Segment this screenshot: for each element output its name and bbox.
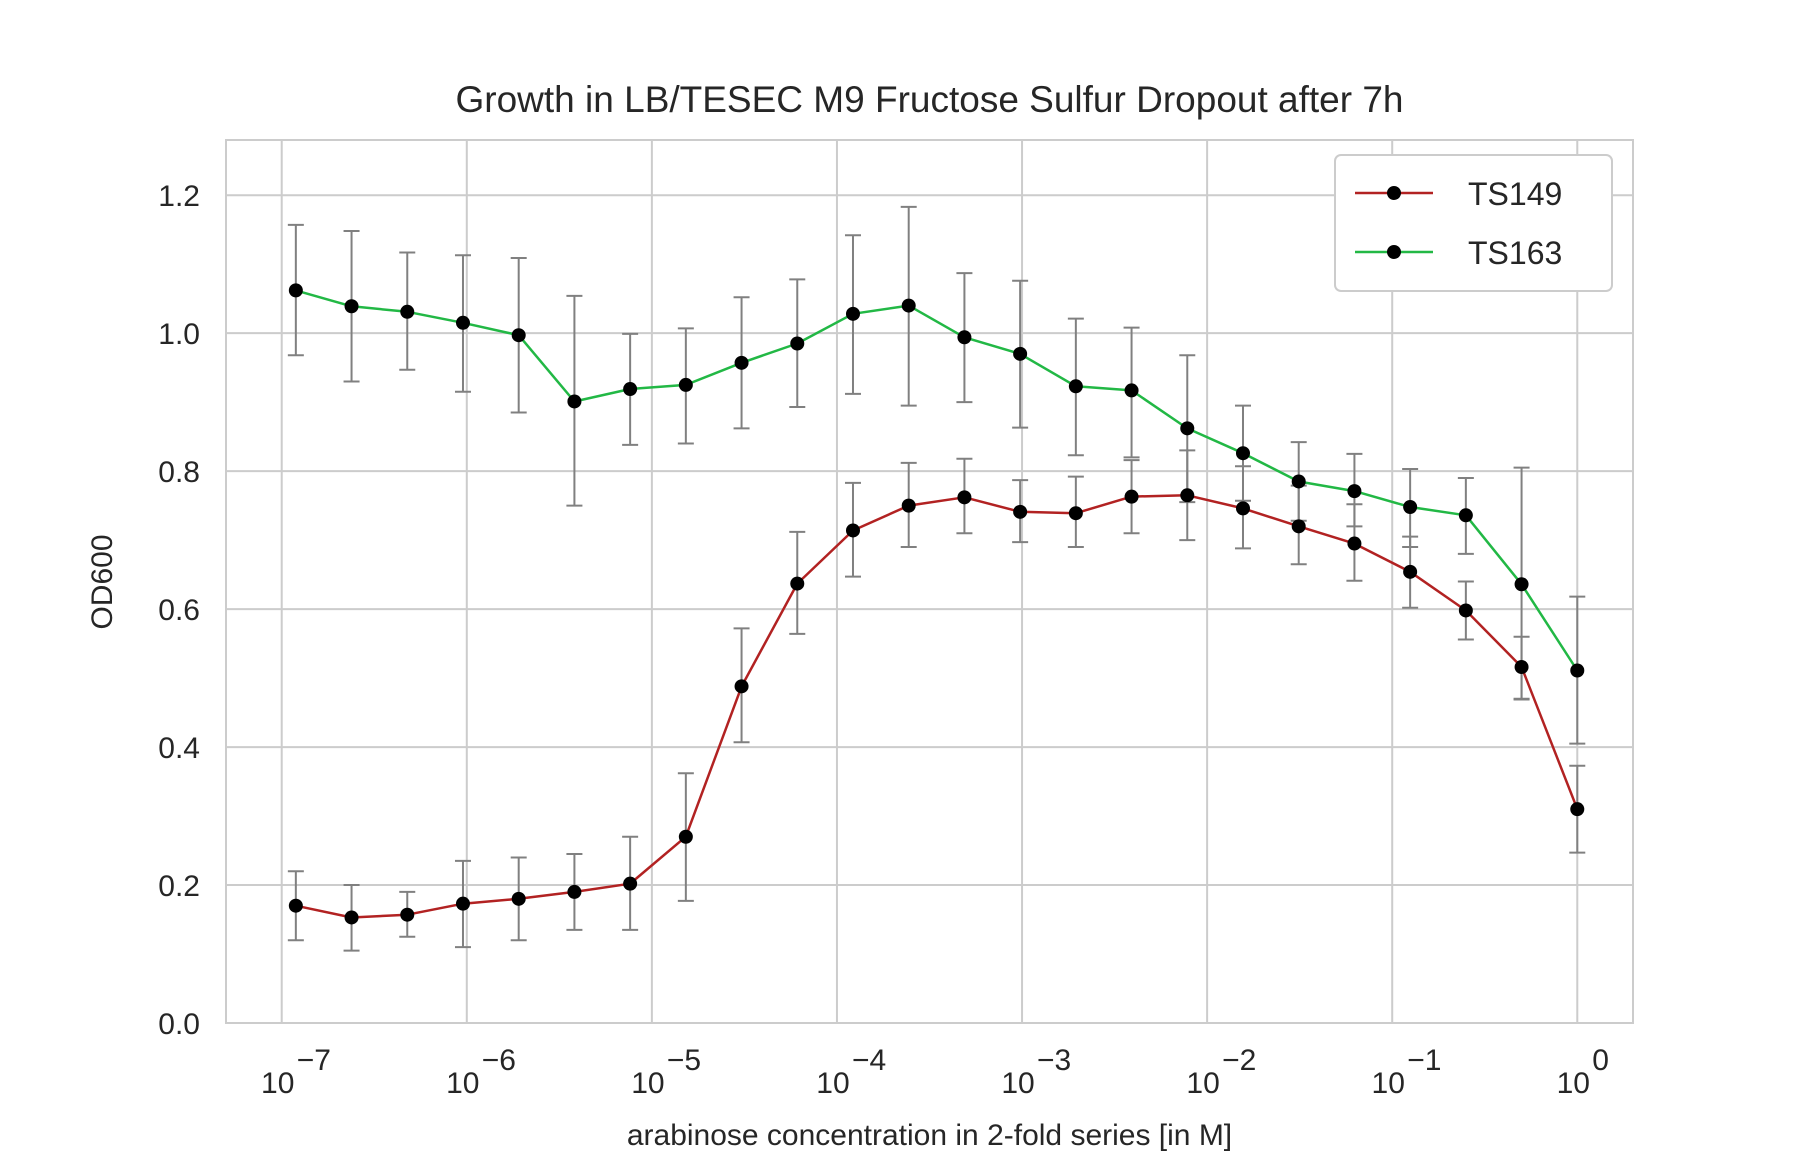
data-point-ts149 bbox=[1570, 802, 1585, 817]
data-point-ts163 bbox=[1180, 421, 1195, 436]
x-tick-exponent: 0 bbox=[1592, 1044, 1609, 1077]
data-point-ts163 bbox=[957, 330, 972, 345]
data-point-ts149 bbox=[1124, 489, 1139, 504]
data-point-ts163 bbox=[901, 298, 916, 313]
x-tick-label: 10−5 bbox=[631, 1044, 701, 1100]
x-tick-label: 10−4 bbox=[816, 1044, 886, 1100]
data-point-ts149 bbox=[1180, 488, 1195, 503]
x-tick-base: 10 bbox=[261, 1067, 294, 1100]
data-point-ts163 bbox=[344, 299, 359, 314]
legend: TS149 TS163 bbox=[1334, 154, 1613, 292]
data-point-ts163 bbox=[734, 355, 749, 370]
y-tick-label: 0.6 bbox=[158, 594, 200, 627]
y-axis-label: OD600 bbox=[86, 534, 119, 629]
data-point-ts149 bbox=[344, 910, 359, 925]
x-tick-base: 10 bbox=[631, 1067, 664, 1100]
data-point-ts149 bbox=[845, 523, 860, 538]
data-point-ts149 bbox=[1514, 660, 1529, 675]
x-tick-exponent: −7 bbox=[297, 1044, 331, 1077]
data-point-ts163 bbox=[1570, 663, 1585, 678]
series-lines bbox=[295, 289, 1579, 919]
data-point-ts163 bbox=[511, 328, 526, 343]
data-point-ts163 bbox=[1124, 383, 1139, 398]
y-tick-label: 1.2 bbox=[158, 180, 200, 213]
data-point-ts149 bbox=[678, 829, 693, 844]
y-tick-label: 0.8 bbox=[158, 456, 200, 489]
x-tick-base: 10 bbox=[816, 1067, 849, 1100]
x-tick-exponent: −4 bbox=[852, 1044, 886, 1077]
data-point-ts149 bbox=[1291, 519, 1306, 534]
legend-entry-ts163: TS163 bbox=[1355, 235, 1562, 271]
data-point-ts163 bbox=[1013, 346, 1028, 361]
data-point-ts149 bbox=[1013, 504, 1028, 519]
data-point-ts163 bbox=[678, 377, 693, 392]
x-tick-exponent: −2 bbox=[1222, 1044, 1256, 1077]
x-axis-label: arabinose concentration in 2-fold series… bbox=[627, 1119, 1232, 1152]
legend-label-ts149: TS149 bbox=[1468, 176, 1562, 212]
data-point-ts149 bbox=[455, 896, 470, 911]
data-point-ts163 bbox=[567, 394, 582, 409]
data-point-ts163 bbox=[288, 283, 303, 298]
legend-label-ts163: TS163 bbox=[1468, 235, 1562, 271]
data-point-ts163 bbox=[400, 304, 415, 319]
data-point-ts163 bbox=[1403, 499, 1418, 514]
x-tick-label: 100 bbox=[1557, 1044, 1609, 1100]
data-point-ts163 bbox=[1458, 508, 1473, 523]
data-point-ts163 bbox=[1068, 379, 1083, 394]
data-point-ts149 bbox=[734, 679, 749, 694]
data-point-ts149 bbox=[1403, 564, 1418, 579]
x-tick-exponent: −5 bbox=[667, 1044, 701, 1077]
data-point-ts149 bbox=[623, 876, 638, 891]
series-line-ts163 bbox=[295, 289, 1579, 672]
legend-marker-ts149 bbox=[1387, 186, 1401, 200]
y-tick-label: 0.2 bbox=[158, 870, 200, 903]
x-tick-label: 10−6 bbox=[446, 1044, 516, 1100]
legend-box bbox=[1334, 154, 1613, 292]
data-point-ts163 bbox=[1347, 484, 1362, 499]
x-tick-base: 10 bbox=[1186, 1067, 1219, 1100]
y-tick-label: 0.0 bbox=[158, 1008, 200, 1041]
x-tick-exponent: −3 bbox=[1037, 1044, 1071, 1077]
y-tick-labels: 0.0 0.2 0.4 0.6 0.8 1.0 1.2 bbox=[158, 180, 200, 1041]
data-point-ts163 bbox=[1235, 446, 1250, 461]
data-point-ts149 bbox=[1235, 501, 1250, 516]
data-point-ts149 bbox=[288, 898, 303, 913]
series-line-ts149 bbox=[295, 494, 1579, 919]
x-tick-base: 10 bbox=[446, 1067, 479, 1100]
data-point-ts149 bbox=[957, 490, 972, 505]
data-point-ts163 bbox=[790, 336, 805, 351]
x-tick-label: 10−2 bbox=[1186, 1044, 1256, 1100]
legend-entry-ts149: TS149 bbox=[1355, 176, 1562, 212]
data-point-ts163 bbox=[455, 315, 470, 330]
data-markers bbox=[288, 283, 1585, 925]
data-point-ts149 bbox=[511, 891, 526, 906]
data-point-ts163 bbox=[1514, 577, 1529, 592]
y-tick-label: 0.4 bbox=[158, 732, 200, 765]
x-tick-label: 10−3 bbox=[1001, 1044, 1071, 1100]
data-point-ts163 bbox=[845, 306, 860, 321]
data-point-ts149 bbox=[1068, 506, 1083, 521]
data-point-ts149 bbox=[567, 884, 582, 899]
x-tick-exponent: −6 bbox=[482, 1044, 516, 1077]
data-point-ts163 bbox=[623, 382, 638, 397]
plot-frame bbox=[225, 139, 1634, 1024]
data-point-ts149 bbox=[901, 498, 916, 513]
y-tick-label: 1.0 bbox=[158, 318, 200, 351]
data-point-ts149 bbox=[1347, 536, 1362, 551]
x-tick-label: 10−7 bbox=[261, 1044, 331, 1100]
x-tick-exponent: −1 bbox=[1407, 1044, 1441, 1077]
data-point-ts163 bbox=[1291, 474, 1306, 489]
legend-marker-ts163 bbox=[1387, 245, 1401, 259]
x-tick-label: 10−1 bbox=[1372, 1044, 1442, 1100]
data-point-ts149 bbox=[790, 576, 805, 591]
chart-title: Growth in LB/TESEC M9 Fructose Sulfur Dr… bbox=[456, 79, 1404, 120]
x-tick-base: 10 bbox=[1372, 1067, 1405, 1100]
data-point-ts149 bbox=[1458, 603, 1473, 618]
x-tick-base: 10 bbox=[1557, 1067, 1590, 1100]
data-point-ts149 bbox=[400, 907, 415, 922]
x-tick-base: 10 bbox=[1001, 1067, 1034, 1100]
